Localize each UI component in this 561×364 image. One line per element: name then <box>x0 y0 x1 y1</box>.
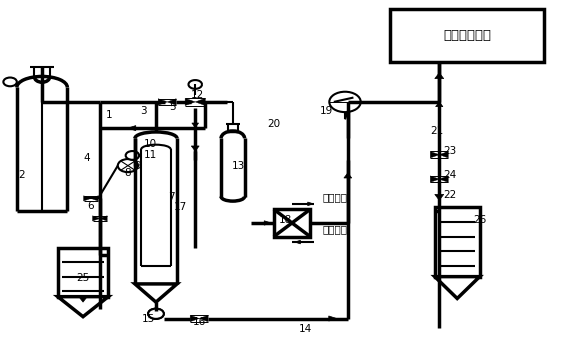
Text: 24: 24 <box>443 170 457 180</box>
Polygon shape <box>192 123 199 127</box>
Text: 16: 16 <box>192 317 206 327</box>
Text: 26: 26 <box>473 215 486 225</box>
Polygon shape <box>158 99 167 105</box>
Polygon shape <box>439 151 448 158</box>
Polygon shape <box>167 99 176 105</box>
Polygon shape <box>430 151 439 158</box>
Polygon shape <box>91 196 98 201</box>
Circle shape <box>118 159 138 172</box>
Text: 7: 7 <box>168 191 174 202</box>
Text: 17: 17 <box>174 202 187 213</box>
Circle shape <box>148 309 164 319</box>
Text: 8: 8 <box>125 168 131 178</box>
Text: 23: 23 <box>443 146 457 156</box>
Polygon shape <box>435 194 444 200</box>
Polygon shape <box>191 146 199 151</box>
Bar <box>274 209 310 237</box>
Bar <box>58 248 108 297</box>
Polygon shape <box>344 173 352 178</box>
Text: 10: 10 <box>144 139 157 149</box>
Polygon shape <box>435 102 443 107</box>
Polygon shape <box>84 196 91 201</box>
Polygon shape <box>80 298 86 302</box>
Text: 12: 12 <box>191 90 204 100</box>
Polygon shape <box>195 98 205 106</box>
Text: 2: 2 <box>18 170 25 180</box>
Bar <box>390 9 544 62</box>
Text: 高压反应系统: 高压反应系统 <box>443 29 491 42</box>
Text: 22: 22 <box>443 190 457 200</box>
Text: 25: 25 <box>76 273 90 284</box>
Polygon shape <box>135 284 177 302</box>
Text: 4: 4 <box>84 153 90 163</box>
Polygon shape <box>128 126 136 131</box>
Polygon shape <box>264 221 271 225</box>
Circle shape <box>3 78 17 86</box>
Text: 1: 1 <box>106 110 113 120</box>
Text: 5: 5 <box>169 102 176 112</box>
Polygon shape <box>439 176 448 182</box>
Polygon shape <box>199 315 208 322</box>
Circle shape <box>126 151 139 160</box>
Polygon shape <box>307 202 313 206</box>
Polygon shape <box>430 176 439 182</box>
Text: 13: 13 <box>232 161 245 171</box>
Polygon shape <box>329 316 337 321</box>
Text: 18: 18 <box>278 215 292 225</box>
Text: 21: 21 <box>430 126 443 136</box>
Text: 15: 15 <box>142 313 155 324</box>
Circle shape <box>329 92 361 112</box>
Text: 冷水出口: 冷水出口 <box>323 192 348 202</box>
Circle shape <box>148 309 164 319</box>
Polygon shape <box>295 240 301 244</box>
Polygon shape <box>190 315 199 322</box>
Polygon shape <box>58 297 108 317</box>
Polygon shape <box>185 98 195 106</box>
Text: 9: 9 <box>134 161 141 171</box>
Polygon shape <box>93 216 100 221</box>
Text: 14: 14 <box>299 324 312 335</box>
Text: 冷水进口: 冷水进口 <box>323 224 348 234</box>
Text: 3: 3 <box>140 106 146 116</box>
Polygon shape <box>100 216 107 221</box>
Text: 19: 19 <box>320 106 333 116</box>
Polygon shape <box>435 73 444 79</box>
Polygon shape <box>435 277 480 298</box>
Text: 11: 11 <box>144 150 157 160</box>
Text: 6: 6 <box>88 201 94 211</box>
Bar <box>435 207 480 277</box>
Text: 20: 20 <box>267 119 280 130</box>
